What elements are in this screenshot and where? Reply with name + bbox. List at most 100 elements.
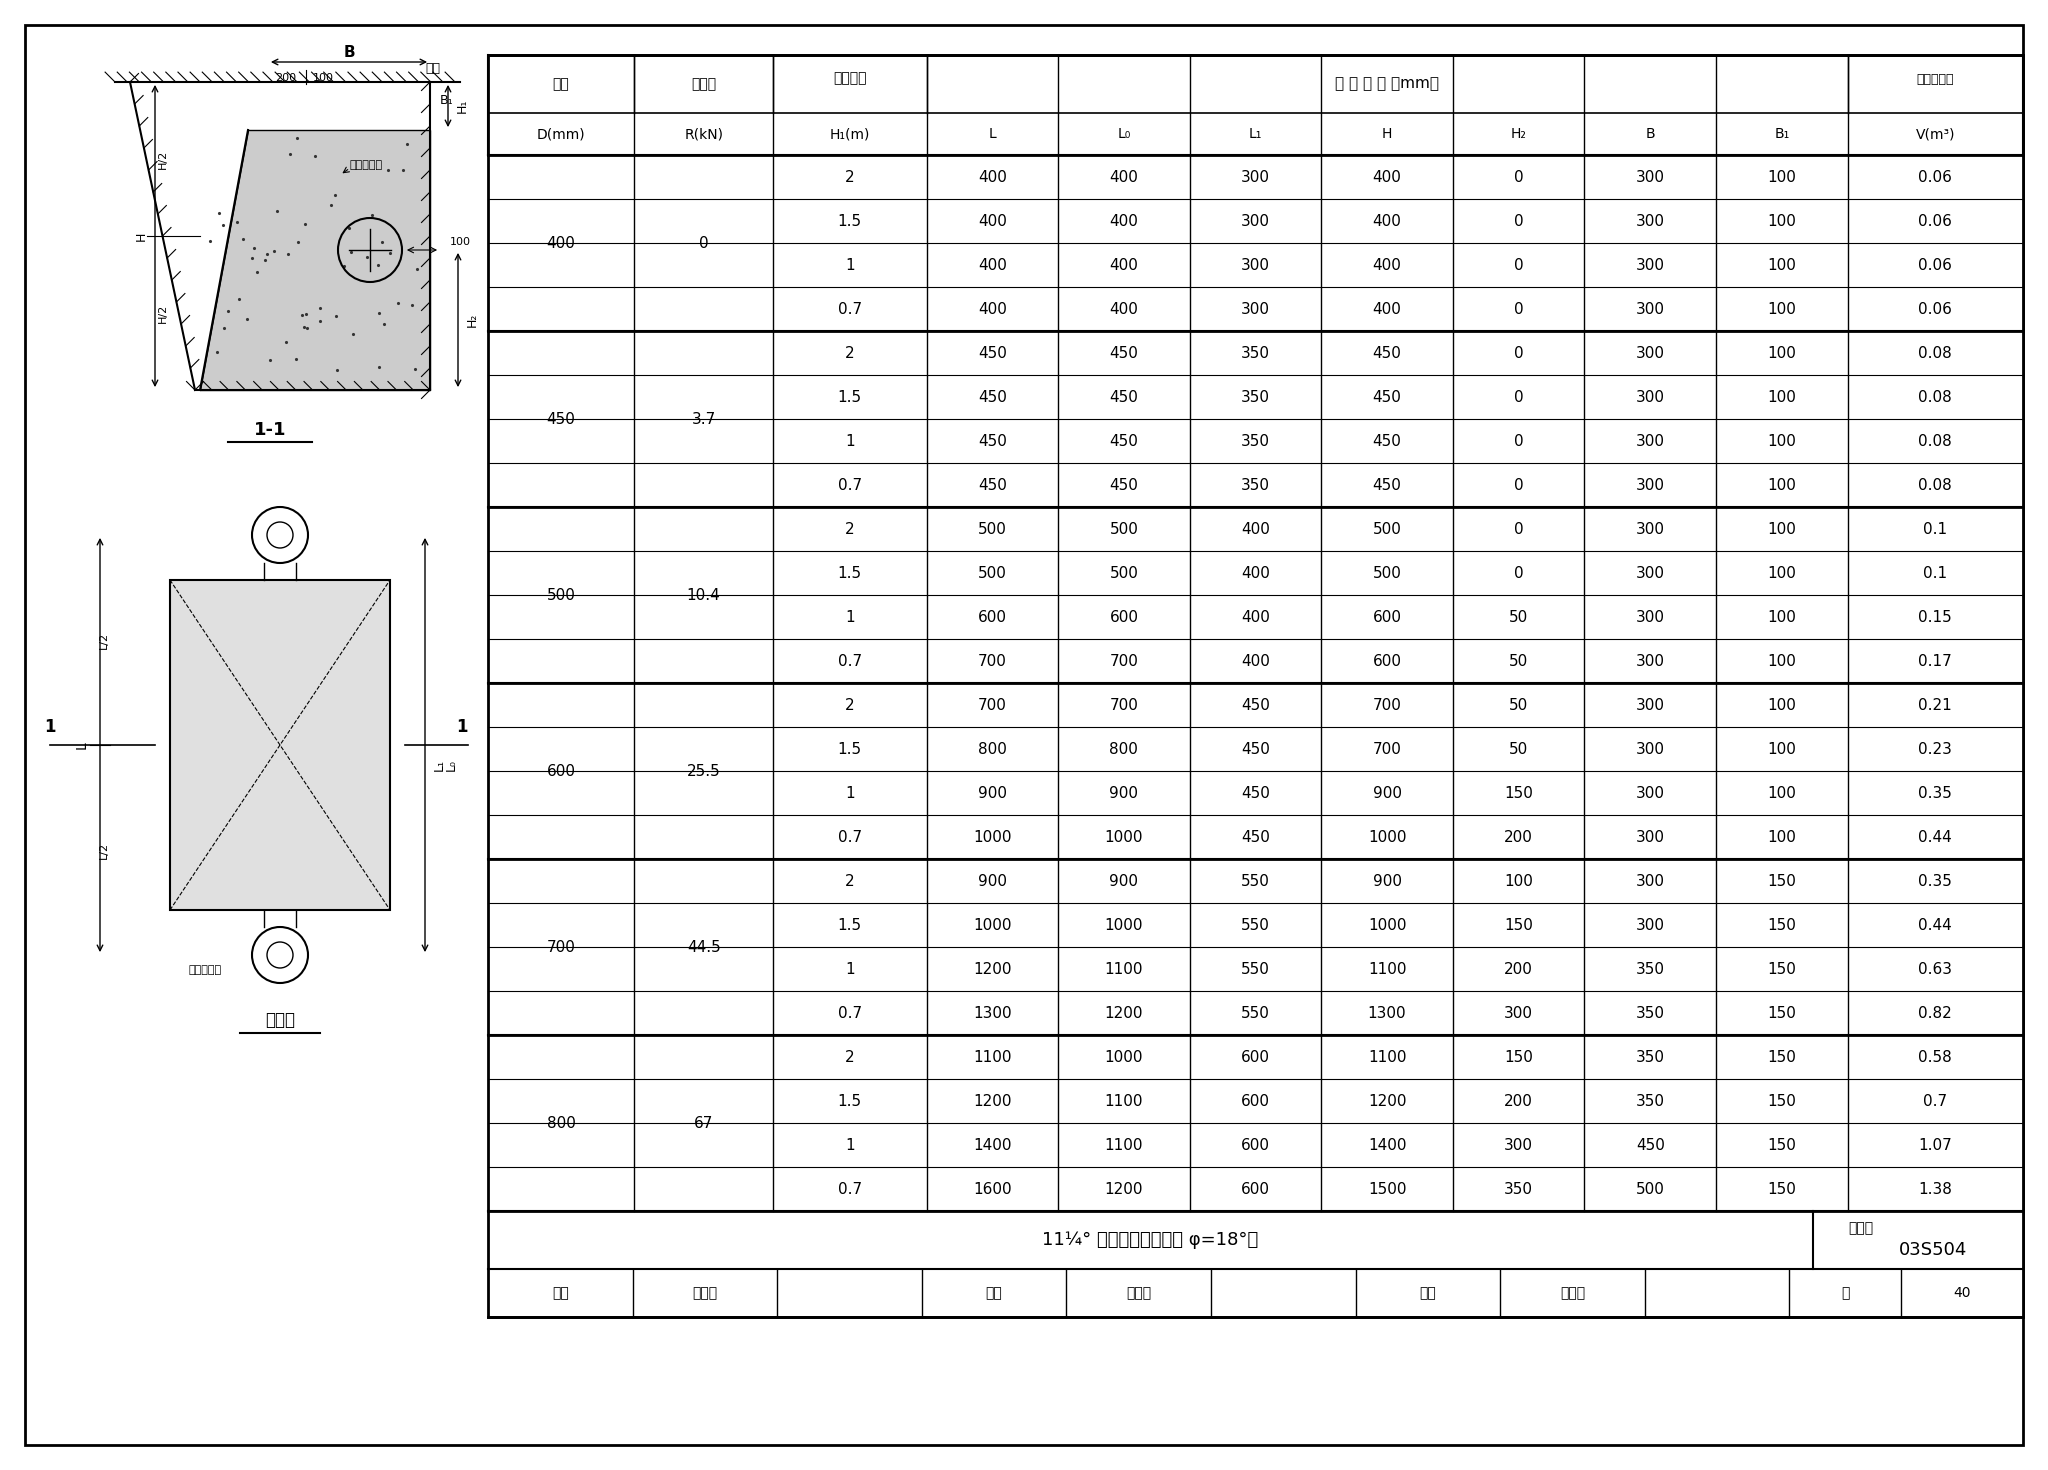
Text: 400: 400 bbox=[977, 213, 1008, 228]
Text: 300: 300 bbox=[1636, 522, 1665, 537]
Text: L₀: L₀ bbox=[444, 759, 457, 770]
Text: 300: 300 bbox=[1636, 390, 1665, 404]
Text: 400: 400 bbox=[1110, 213, 1139, 228]
Text: H/2: H/2 bbox=[158, 150, 168, 169]
Text: 1100: 1100 bbox=[1368, 961, 1407, 976]
Text: 900: 900 bbox=[1372, 873, 1401, 888]
Text: 1200: 1200 bbox=[1104, 1005, 1143, 1020]
Text: 0: 0 bbox=[1513, 478, 1524, 492]
Text: 500: 500 bbox=[1636, 1182, 1665, 1197]
Text: 50: 50 bbox=[1509, 741, 1528, 757]
Text: 400: 400 bbox=[977, 169, 1008, 185]
Text: 350: 350 bbox=[1241, 478, 1270, 492]
Bar bbox=[487, 54, 2023, 1317]
Text: 1200: 1200 bbox=[973, 961, 1012, 976]
Text: 900: 900 bbox=[1110, 873, 1139, 888]
Text: 100: 100 bbox=[1767, 213, 1796, 228]
Text: 550: 550 bbox=[1241, 1005, 1270, 1020]
Text: L₀: L₀ bbox=[1118, 126, 1130, 141]
Text: 审核: 审核 bbox=[551, 1286, 569, 1299]
Text: 350: 350 bbox=[1636, 961, 1665, 976]
Text: B: B bbox=[344, 44, 354, 59]
Text: 500: 500 bbox=[1110, 566, 1139, 581]
Text: 3.7: 3.7 bbox=[692, 412, 715, 426]
Text: 混凝土用量: 混凝土用量 bbox=[1917, 72, 1954, 85]
Text: 900: 900 bbox=[1110, 785, 1139, 801]
Text: 400: 400 bbox=[1110, 169, 1139, 185]
Text: H/2: H/2 bbox=[158, 303, 168, 322]
Text: 900: 900 bbox=[977, 785, 1008, 801]
Text: 100: 100 bbox=[1767, 169, 1796, 185]
Text: 400: 400 bbox=[977, 301, 1008, 316]
Text: 0.35: 0.35 bbox=[1919, 873, 1952, 888]
Text: 1400: 1400 bbox=[1368, 1138, 1407, 1152]
Text: 宋建红: 宋建红 bbox=[1561, 1286, 1585, 1299]
Text: 450: 450 bbox=[547, 412, 575, 426]
Text: 450: 450 bbox=[1241, 785, 1270, 801]
Text: 0.7: 0.7 bbox=[838, 478, 862, 492]
Text: 0.06: 0.06 bbox=[1919, 257, 1952, 272]
Text: 2: 2 bbox=[846, 345, 854, 360]
Text: 0: 0 bbox=[1513, 301, 1524, 316]
Text: 1000: 1000 bbox=[973, 917, 1012, 932]
Text: 1.38: 1.38 bbox=[1919, 1182, 1952, 1197]
Text: 900: 900 bbox=[1372, 785, 1401, 801]
Text: 500: 500 bbox=[547, 588, 575, 603]
Text: 03S504: 03S504 bbox=[1898, 1242, 1968, 1260]
Text: 700: 700 bbox=[1372, 741, 1401, 757]
Text: 900: 900 bbox=[977, 873, 1008, 888]
Text: 450: 450 bbox=[1241, 741, 1270, 757]
Text: 0: 0 bbox=[1513, 169, 1524, 185]
Text: 450: 450 bbox=[1372, 478, 1401, 492]
Text: 300: 300 bbox=[1636, 697, 1665, 713]
Text: 500: 500 bbox=[977, 522, 1008, 537]
Text: 450: 450 bbox=[1372, 345, 1401, 360]
Text: 1400: 1400 bbox=[973, 1138, 1012, 1152]
Text: 0: 0 bbox=[1513, 213, 1524, 228]
Text: 页: 页 bbox=[1841, 1286, 1849, 1299]
Text: 0.1: 0.1 bbox=[1923, 566, 1948, 581]
Text: R(kN): R(kN) bbox=[684, 126, 723, 141]
Text: 1: 1 bbox=[846, 961, 854, 976]
Text: 1.5: 1.5 bbox=[838, 917, 862, 932]
Text: 400: 400 bbox=[1241, 522, 1270, 537]
Text: 450: 450 bbox=[1372, 434, 1401, 448]
Text: L/2: L/2 bbox=[98, 841, 109, 858]
Text: 1300: 1300 bbox=[973, 1005, 1012, 1020]
Text: 300: 300 bbox=[1636, 345, 1665, 360]
Text: 200: 200 bbox=[1503, 961, 1534, 976]
Text: 300: 300 bbox=[1636, 169, 1665, 185]
Text: 1200: 1200 bbox=[1368, 1094, 1407, 1108]
Text: 40: 40 bbox=[1954, 1286, 1970, 1299]
Text: 700: 700 bbox=[1110, 654, 1139, 669]
Text: 1: 1 bbox=[846, 434, 854, 448]
Text: 450: 450 bbox=[1110, 478, 1139, 492]
Text: 150: 150 bbox=[1767, 917, 1796, 932]
Text: 200: 200 bbox=[274, 74, 297, 82]
Text: 450: 450 bbox=[977, 390, 1008, 404]
Text: 0.58: 0.58 bbox=[1919, 1050, 1952, 1064]
Text: 100: 100 bbox=[1767, 697, 1796, 713]
Text: 700: 700 bbox=[977, 654, 1008, 669]
Text: 50: 50 bbox=[1509, 697, 1528, 713]
Text: 700: 700 bbox=[977, 697, 1008, 713]
Text: 100: 100 bbox=[1503, 873, 1534, 888]
Text: 1000: 1000 bbox=[1104, 1050, 1143, 1064]
Text: 0.7: 0.7 bbox=[838, 301, 862, 316]
Text: 44.5: 44.5 bbox=[686, 939, 721, 954]
Text: 图集号: 图集号 bbox=[1849, 1222, 1874, 1235]
Text: 450: 450 bbox=[1636, 1138, 1665, 1152]
Text: 0: 0 bbox=[1513, 522, 1524, 537]
Text: 300: 300 bbox=[1241, 257, 1270, 272]
Text: 550: 550 bbox=[1241, 873, 1270, 888]
Text: 350: 350 bbox=[1241, 345, 1270, 360]
Text: 400: 400 bbox=[1372, 213, 1401, 228]
Text: L₁: L₁ bbox=[1249, 126, 1262, 141]
Text: 300: 300 bbox=[1636, 610, 1665, 625]
Text: H₂: H₂ bbox=[465, 313, 479, 328]
Text: L: L bbox=[989, 126, 995, 141]
Text: 150: 150 bbox=[1767, 1182, 1796, 1197]
Text: 600: 600 bbox=[1241, 1050, 1270, 1064]
Text: 0.7: 0.7 bbox=[838, 654, 862, 669]
Text: 2: 2 bbox=[846, 522, 854, 537]
